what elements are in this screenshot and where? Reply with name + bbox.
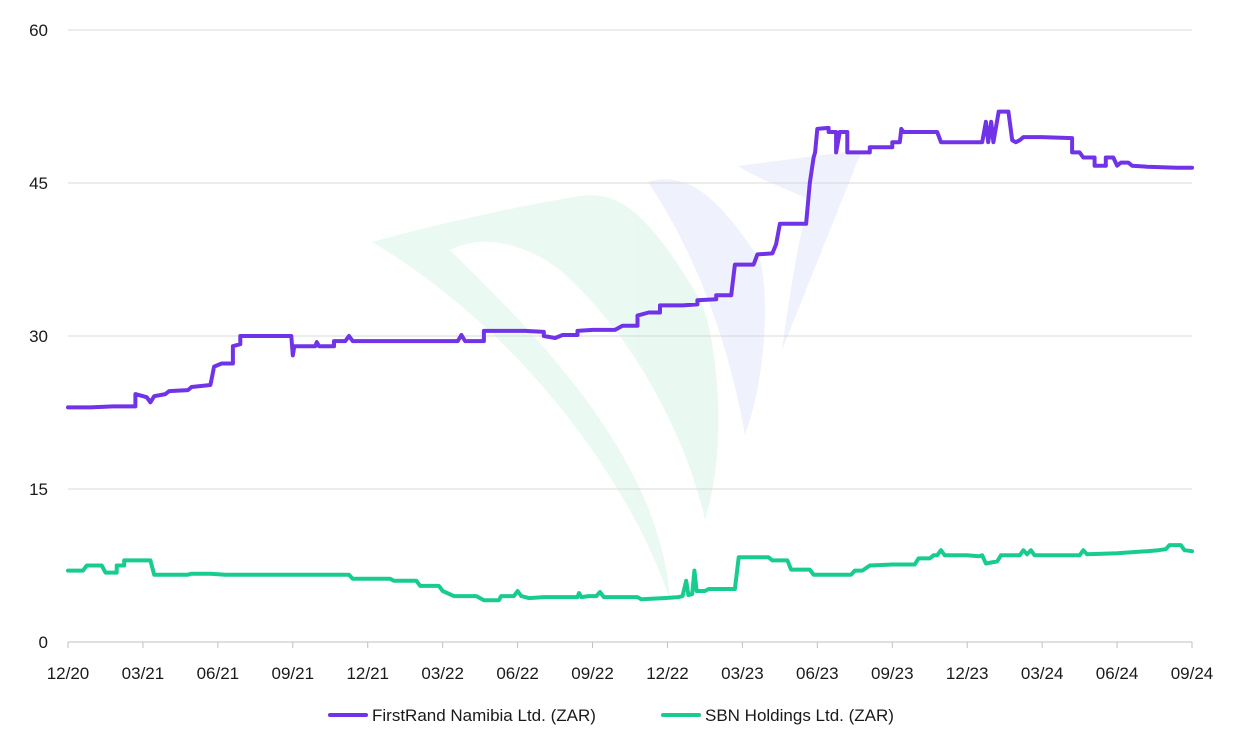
x-tick-label: 12/21 bbox=[346, 664, 389, 683]
x-tick-label: 06/24 bbox=[1096, 664, 1139, 683]
watermark-stroke-blue bbox=[648, 179, 765, 435]
x-tick-label: 09/23 bbox=[871, 664, 914, 683]
watermark-chevron bbox=[738, 150, 862, 350]
x-tick-label: 12/22 bbox=[646, 664, 689, 683]
y-axis: 0 15 30 45 60 bbox=[29, 21, 48, 652]
series-line-1 bbox=[66, 109, 1194, 410]
y-tick-label: 60 bbox=[29, 21, 48, 40]
x-tick-label: 09/24 bbox=[1171, 664, 1214, 683]
x-tick-label: 12/23 bbox=[946, 664, 989, 683]
x-tick-label: 03/23 bbox=[721, 664, 764, 683]
legend-label: SBN Holdings Ltd. (ZAR) bbox=[705, 706, 894, 725]
x-tick-label: 03/24 bbox=[1021, 664, 1064, 683]
y-tick-label: 30 bbox=[29, 327, 48, 346]
x-tick-label: 09/21 bbox=[272, 664, 315, 683]
series-lines bbox=[66, 109, 1194, 603]
series-line-2 bbox=[66, 543, 1194, 603]
x-tick-label: 03/21 bbox=[122, 664, 165, 683]
legend: FirstRand Namibia Ltd. (ZAR) SBN Holdings… bbox=[328, 706, 894, 725]
x-tick-label: 06/22 bbox=[496, 664, 539, 683]
legend-label: FirstRand Namibia Ltd. (ZAR) bbox=[372, 706, 596, 725]
y-tick-label: 15 bbox=[29, 480, 48, 499]
x-tick-label: 06/21 bbox=[197, 664, 240, 683]
y-tick-label: 45 bbox=[29, 174, 48, 193]
x-tick-label: 12/20 bbox=[47, 664, 90, 683]
x-axis: 12/20 03/21 06/21 09/21 12/21 03/22 06/22 09/22… bbox=[47, 641, 1214, 683]
y-tick-label: 0 bbox=[39, 633, 48, 652]
watermark-stroke-green bbox=[372, 195, 719, 600]
watermark-logo bbox=[372, 150, 862, 600]
x-tick-label: 09/22 bbox=[571, 664, 614, 683]
x-tick-label: 06/23 bbox=[796, 664, 839, 683]
x-tick-label: 03/22 bbox=[421, 664, 464, 683]
